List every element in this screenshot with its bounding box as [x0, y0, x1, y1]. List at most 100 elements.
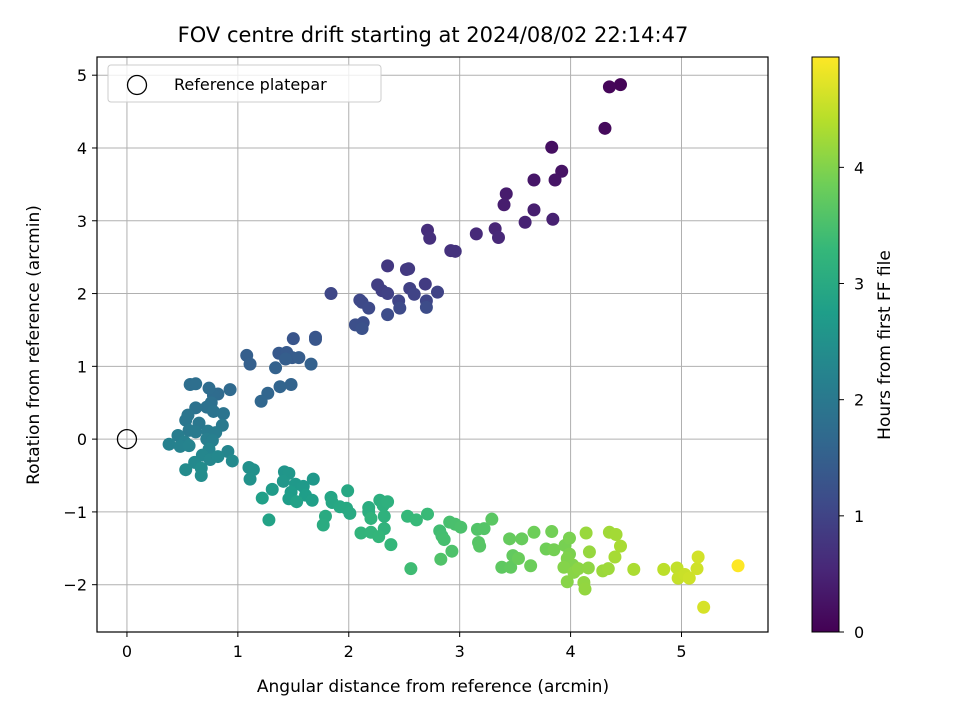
y-tick-label: 2	[77, 285, 87, 304]
data-point	[276, 474, 290, 488]
data-point	[364, 511, 378, 525]
data-point	[194, 469, 208, 483]
data-point	[613, 539, 627, 553]
y-tick-label: 0	[77, 430, 87, 449]
data-point	[445, 544, 459, 558]
data-point	[216, 407, 230, 421]
data-point	[608, 550, 622, 564]
data-point	[262, 513, 276, 527]
x-axis-ticks: 0 1 2 3 4 5	[122, 632, 687, 661]
data-point	[491, 231, 505, 245]
data-point	[548, 173, 562, 187]
data-point	[324, 287, 338, 301]
legend-label: Reference platepar	[174, 75, 327, 94]
y-tick-label: 5	[77, 66, 87, 85]
data-point	[179, 413, 193, 427]
data-point	[454, 520, 468, 534]
chart-title: FOV centre drift starting at 2024/08/02 …	[178, 23, 689, 47]
x-tick-label: 1	[233, 642, 243, 661]
data-point	[518, 215, 532, 229]
data-point	[404, 562, 418, 576]
y-tick-label: −2	[63, 576, 87, 595]
data-point	[682, 571, 696, 585]
x-tick-label: 3	[455, 642, 465, 661]
data-point	[578, 582, 592, 596]
data-point	[202, 381, 216, 395]
data-point	[341, 484, 355, 498]
colorbar-frame	[811, 56, 840, 633]
data-point	[225, 454, 239, 468]
data-point	[579, 526, 593, 540]
data-point	[273, 380, 287, 394]
data-point	[305, 493, 319, 507]
data-point	[657, 562, 671, 576]
plot-frame	[96, 56, 769, 633]
data-point	[690, 562, 704, 576]
colorbar: 0 1 2 3 4 Hours from first FF file	[811, 56, 895, 642]
data-point	[343, 506, 357, 520]
data-point	[223, 383, 237, 397]
data-point	[211, 450, 225, 464]
data-point	[598, 121, 612, 135]
data-point	[290, 495, 304, 509]
data-point	[527, 173, 541, 187]
data-point	[279, 352, 293, 366]
data-point	[627, 562, 641, 576]
legend: Reference platepar	[107, 64, 382, 103]
data-point	[306, 472, 320, 486]
data-point	[189, 425, 203, 439]
colorbar-tick-label: 1	[854, 507, 864, 526]
y-tick-label: 4	[77, 139, 87, 158]
data-point	[254, 394, 268, 408]
data-point	[581, 561, 595, 575]
x-axis-label: Angular distance from reference (arcmin)	[257, 677, 609, 697]
data-point	[527, 525, 541, 539]
colorbar-label: Hours from first FF file	[875, 250, 895, 440]
data-point	[243, 472, 257, 486]
data-point	[473, 539, 487, 553]
data-point	[511, 551, 525, 565]
data-point	[179, 463, 193, 477]
data-point	[469, 227, 483, 241]
data-point	[527, 203, 541, 217]
y-tick-label: −1	[63, 503, 87, 522]
legend-marker	[126, 74, 148, 96]
data-point	[284, 378, 298, 392]
data-point	[418, 277, 432, 291]
data-point	[485, 512, 499, 526]
y-axis-ticks: −2 −1 0 1 2 3 4 5	[63, 66, 97, 595]
data-point	[582, 545, 596, 559]
data-point	[545, 525, 559, 539]
data-point	[524, 559, 538, 573]
data-point	[243, 357, 257, 371]
data-point	[545, 140, 559, 154]
data-point	[430, 285, 444, 299]
data-point	[381, 259, 395, 273]
y-tick-label: 1	[77, 357, 87, 376]
data-point	[571, 562, 585, 576]
data-point	[381, 495, 395, 509]
data-point	[409, 513, 423, 527]
data-point	[304, 357, 318, 371]
data-point	[189, 377, 203, 391]
y-axis-label: Rotation from reference (arcmin)	[24, 205, 44, 485]
data-point	[316, 518, 330, 532]
data-point	[381, 287, 395, 301]
data-point	[503, 532, 517, 546]
colorbar-tick-label: 3	[854, 275, 864, 294]
data-point	[206, 404, 220, 418]
x-tick-label: 5	[676, 642, 686, 661]
data-point	[546, 212, 560, 226]
data-point	[286, 332, 300, 346]
reference-marker	[116, 428, 138, 450]
data-point	[292, 351, 306, 365]
data-points	[162, 78, 745, 614]
data-point	[691, 550, 705, 564]
data-point	[162, 437, 176, 451]
x-tick-label: 4	[565, 642, 575, 661]
data-point	[423, 231, 437, 245]
data-point	[547, 543, 561, 557]
colorbar-tick-label: 4	[854, 158, 864, 177]
data-point	[269, 361, 283, 375]
